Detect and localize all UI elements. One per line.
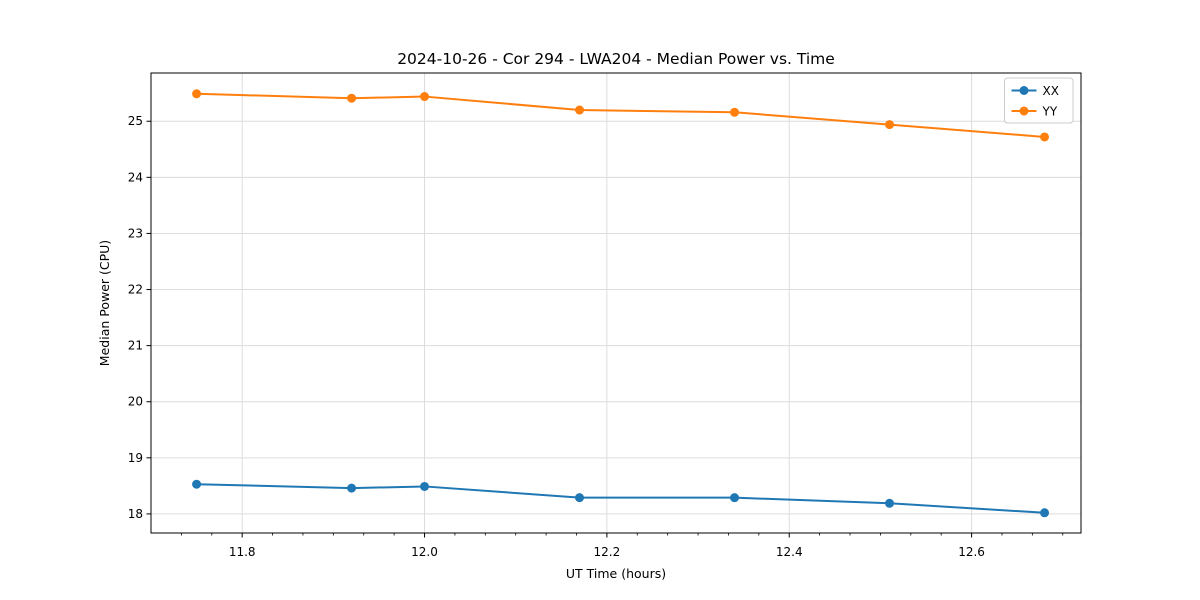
x-tick-label: 11.8: [229, 545, 256, 559]
y-tick-label: 23: [128, 226, 143, 240]
data-point-XX: [192, 479, 202, 489]
legend-marker-icon: [1019, 106, 1029, 116]
x-tick-label: 12.0: [411, 545, 438, 559]
y-tick-label: 25: [128, 114, 143, 128]
data-point-XX: [575, 493, 585, 503]
data-point-YY: [420, 92, 430, 102]
legend-marker-icon: [1019, 86, 1029, 95]
y-tick-label: 24: [128, 170, 143, 184]
data-point-XX: [420, 481, 430, 491]
legend-entry-YY: YY: [1011, 105, 1058, 119]
legend: XX YY: [1004, 77, 1074, 124]
data-point-XX: [1040, 508, 1050, 518]
data-point-YY: [1040, 132, 1050, 142]
x-tick-label: 12.4: [776, 545, 803, 559]
x-axis-label: UT Time (hours): [566, 566, 666, 581]
plot-border: [150, 72, 1082, 534]
legend-label: XX: [1043, 84, 1059, 98]
x-tick-label: 12.6: [958, 545, 985, 559]
data-point-YY: [730, 107, 740, 117]
y-tick-label: 20: [128, 395, 143, 409]
y-tick-label: 19: [128, 451, 143, 465]
data-point-YY: [575, 105, 585, 115]
x-tick-label: 12.2: [594, 545, 621, 559]
legend-label: YY: [1042, 105, 1058, 119]
plot-background: [151, 73, 1081, 533]
chart-title: 2024-10-26 - Cor 294 - LWA204 - Median P…: [397, 50, 835, 68]
data-point-XX: [730, 493, 740, 503]
data-point-YY: [885, 120, 895, 130]
y-tick-label: 21: [128, 339, 143, 353]
y-tick-label: 22: [128, 283, 143, 297]
legend-entry-XX: XX: [1011, 84, 1059, 98]
legend-box: [1004, 77, 1074, 124]
data-point-XX: [347, 483, 357, 493]
y-tick-label: 18: [128, 507, 143, 521]
data-point-YY: [192, 89, 202, 99]
data-point-XX: [885, 498, 895, 508]
y-axis-label: Median Power (CPU): [97, 240, 112, 366]
data-point-YY: [347, 93, 357, 103]
